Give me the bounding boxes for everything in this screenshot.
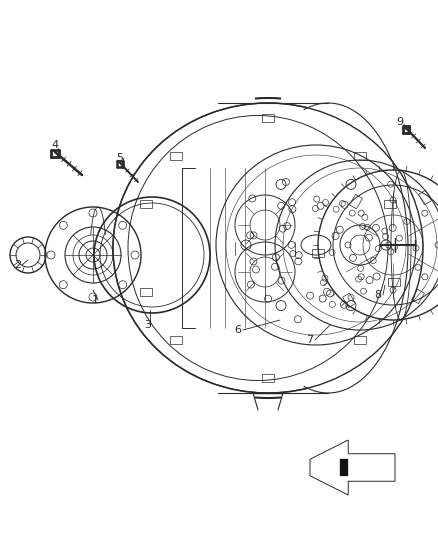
- Bar: [262, 374, 274, 382]
- Bar: [312, 249, 324, 257]
- Polygon shape: [340, 459, 348, 476]
- Bar: [388, 278, 399, 286]
- Bar: [418, 190, 431, 205]
- Bar: [412, 289, 424, 304]
- Bar: [350, 195, 362, 209]
- Bar: [140, 288, 152, 296]
- Text: 2: 2: [14, 260, 21, 270]
- Text: 4: 4: [51, 140, 59, 150]
- Text: 3: 3: [145, 320, 152, 330]
- Bar: [354, 336, 366, 344]
- Text: 9: 9: [396, 117, 403, 127]
- Text: 7: 7: [307, 335, 314, 345]
- Text: 5: 5: [117, 153, 124, 163]
- Bar: [170, 336, 182, 344]
- Bar: [140, 199, 152, 207]
- Text: 1: 1: [92, 295, 99, 305]
- Bar: [343, 293, 356, 308]
- Text: 8: 8: [374, 290, 381, 300]
- Bar: [170, 152, 182, 160]
- Text: 6: 6: [234, 325, 241, 335]
- Bar: [384, 199, 396, 207]
- Bar: [262, 114, 274, 122]
- Bar: [354, 152, 366, 160]
